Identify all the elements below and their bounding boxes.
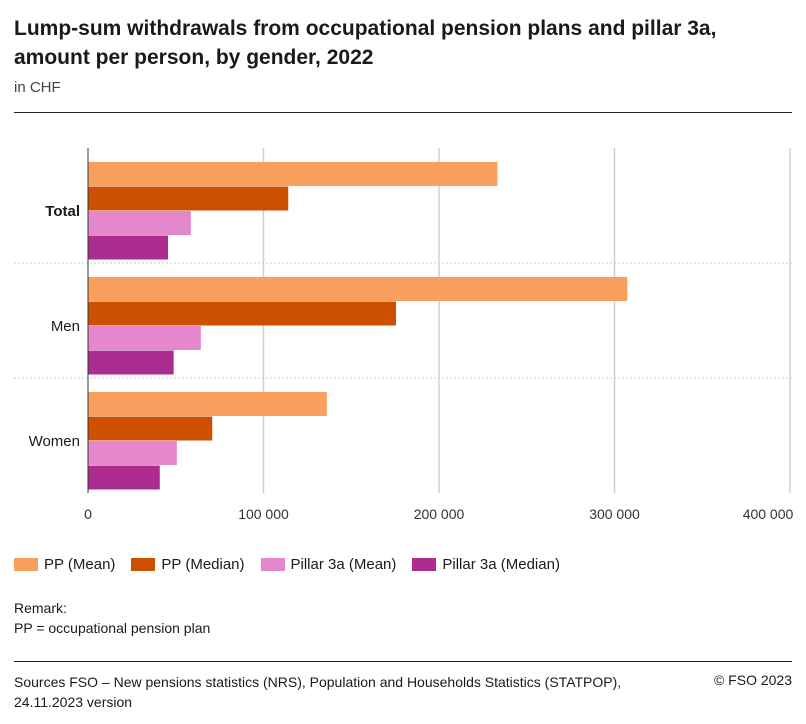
- x-tick-label: 400 000: [743, 506, 794, 522]
- legend: PP (Mean) PP (Median) Pillar 3a (Mean) Pill…: [14, 556, 560, 573]
- legend-label: Pillar 3a (Median): [442, 556, 560, 573]
- bar-men-3: [88, 350, 174, 375]
- x-tick-label: 200 000: [414, 506, 465, 522]
- legend-swatch: [131, 558, 156, 571]
- x-tick-label: 100 000: [238, 506, 289, 522]
- bar-men-2: [88, 326, 201, 350]
- legend-item: Pillar 3a (Median): [412, 556, 560, 573]
- legend-swatch: [14, 558, 38, 571]
- bar-women-2: [88, 441, 177, 465]
- remark-text: PP = occupational pension plan: [14, 620, 211, 636]
- legend-label: Pillar 3a (Mean): [290, 556, 397, 573]
- legend-item: PP (Mean): [14, 556, 115, 573]
- legend-label: PP (Median): [161, 556, 245, 573]
- category-label: Men: [51, 318, 80, 335]
- legend-swatch: [412, 558, 437, 571]
- chart-title: Lump-sum withdrawals from occupational p…: [14, 17, 717, 69]
- bar-men-1: [88, 301, 397, 326]
- remark-label: Remark:: [14, 600, 67, 616]
- bar-women-1: [88, 416, 213, 441]
- category-label: Women: [29, 433, 80, 450]
- bar-total-0: [88, 162, 498, 186]
- legend-swatch: [260, 558, 285, 571]
- x-tick-label: 300 000: [589, 506, 640, 522]
- legend-item: PP (Median): [131, 556, 245, 573]
- bar-men-0: [88, 277, 628, 301]
- x-tick-label: 0: [84, 506, 92, 522]
- bar-women-0: [88, 392, 327, 416]
- category-label: Total: [45, 203, 80, 220]
- bar-chart: 0 100 000 200 000 300 000 400 000 Total Men Wom…: [14, 148, 794, 522]
- divider: [14, 661, 792, 662]
- divider: [14, 112, 792, 113]
- bar-total-2: [88, 211, 191, 235]
- copyright: © FSO 2023: [713, 672, 792, 688]
- legend-label: PP (Mean): [44, 556, 116, 573]
- source-note: Sources FSO – New pensions statistics (N…: [14, 674, 622, 710]
- bar-women-3: [88, 465, 160, 490]
- bar-total-1: [88, 186, 289, 211]
- legend-item: Pillar 3a (Mean): [260, 556, 397, 573]
- bar-total-3: [88, 235, 169, 260]
- remark: Remark: PP = occupational pension plan: [14, 598, 210, 638]
- chart-subtitle: in CHF: [14, 79, 61, 96]
